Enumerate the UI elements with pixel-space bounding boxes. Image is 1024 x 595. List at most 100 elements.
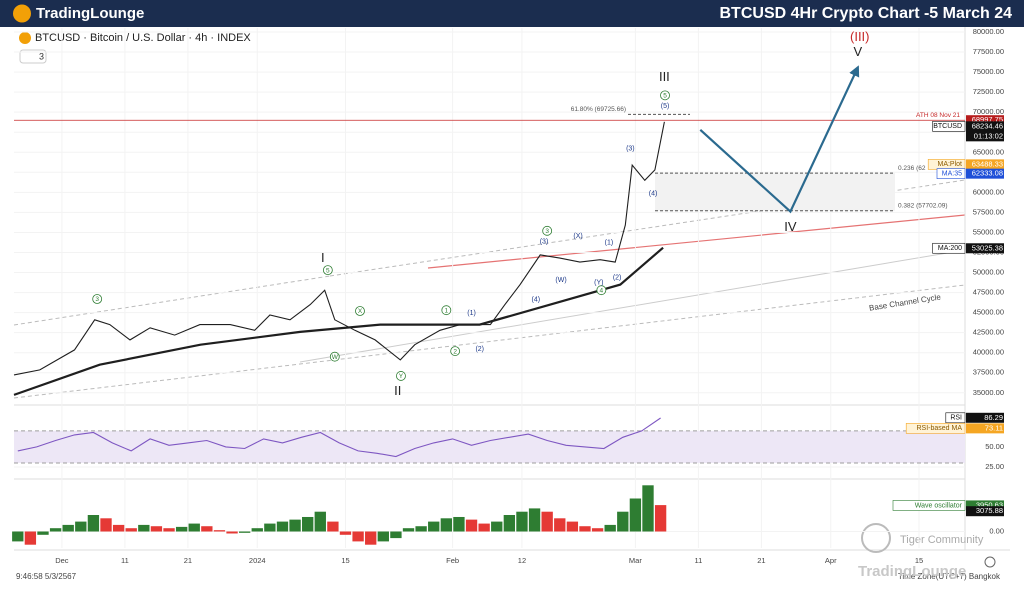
wave-circle — [355, 306, 365, 316]
wave-label: (1) — [605, 239, 614, 246]
settings-icon[interactable] — [984, 556, 996, 568]
wave-label: X — [358, 308, 363, 315]
wave-label: (X) — [573, 233, 582, 240]
wave-label: Y — [399, 373, 404, 380]
title: BTCUSD 4Hr Crypto Chart -5 March 24 — [720, 5, 1013, 22]
oscillator-bar — [440, 518, 453, 532]
watermark-icon — [861, 523, 891, 553]
tag-name: Wave oscillator — [915, 502, 963, 509]
tag — [966, 500, 1004, 511]
oscillator-bar — [175, 526, 188, 532]
oscillator-bar — [201, 526, 213, 532]
oscillator-bar — [264, 523, 276, 532]
oscillator-bar — [138, 524, 150, 532]
y-tick-label: 50000.00 — [973, 268, 1004, 277]
indicator-count: 3 — [39, 51, 44, 61]
wave-circle — [660, 90, 670, 101]
oscillator-bar — [302, 516, 314, 532]
tag-name-box — [905, 423, 966, 434]
tag-name: MA:Plot — [937, 161, 962, 168]
oscillator-bar — [642, 485, 654, 532]
oscillator-bar — [352, 531, 364, 542]
x-tick-label: 12 — [518, 556, 526, 565]
oscillator-bar — [24, 531, 37, 545]
symbol-icon — [19, 32, 31, 44]
tag-name: BTCUSD — [933, 123, 962, 130]
tag — [966, 121, 1004, 142]
wave-circle — [329, 351, 340, 362]
channel-line — [13, 275, 331, 326]
wave-circle — [396, 371, 406, 381]
rsi-band — [14, 430, 965, 463]
x-tick-label: 2024 — [249, 556, 266, 565]
oscillator-bar — [339, 531, 352, 535]
oscillator-bar — [314, 511, 326, 532]
oscillator-bar — [604, 524, 616, 532]
wave-label: 5 — [326, 267, 330, 274]
wave-label: (4) — [532, 296, 541, 303]
wave-circle — [542, 225, 553, 236]
wave-circle — [450, 346, 461, 356]
oscillator-bar — [390, 531, 402, 539]
y-tick-label: 0.00 — [989, 526, 1004, 535]
oscillator-bar — [100, 518, 112, 532]
oscillator-bar — [453, 516, 465, 532]
tag-value: 63488.33 — [972, 159, 1003, 168]
tag-name: RSI-based MA — [916, 425, 962, 432]
wave-circle — [596, 285, 607, 296]
oscillator-bar — [12, 531, 24, 542]
tag — [966, 168, 1004, 179]
logo-icon — [13, 4, 31, 23]
y-tick-label: 77500.00 — [973, 47, 1004, 56]
oscillator-bar — [579, 526, 591, 532]
tag-name-box — [892, 500, 966, 511]
oscillator-bar — [150, 526, 163, 532]
y-tick-label: 37500.00 — [973, 368, 1004, 377]
x-tick-label: 21 — [757, 556, 765, 565]
logo: TradingLounge — [36, 5, 144, 22]
tag — [966, 159, 1004, 170]
level-label: ATH 08 Nov 21 — [916, 112, 960, 119]
oscillator-bar — [516, 511, 528, 532]
oscillator-bar — [428, 521, 440, 532]
oscillator-bar — [37, 531, 49, 535]
oscillator-bar — [654, 505, 667, 532]
oscillator-bar — [251, 528, 263, 532]
oscillator-bar — [327, 521, 339, 532]
oscillator-bar — [554, 518, 566, 532]
tag-value: 53025.38 — [972, 243, 1003, 252]
oscillator-bar — [541, 511, 553, 532]
wave-label: III — [659, 69, 670, 84]
y-tick-label: 35000.00 — [973, 388, 1004, 397]
oscillator-bar — [591, 528, 604, 532]
oscillator-bar — [188, 523, 200, 532]
x-tick-label: 11 — [695, 556, 703, 565]
line-series — [17, 417, 661, 458]
oscillator-bar — [238, 531, 251, 533]
line-series — [13, 121, 665, 376]
wave-label: 3 — [95, 296, 99, 303]
wave-label: (3) — [626, 146, 635, 153]
oscillator-bar — [62, 524, 74, 532]
tag-value: 68234.46 — [972, 121, 1003, 130]
fib-zone — [655, 173, 895, 211]
tag-countdown: 01:13:02 — [974, 131, 1003, 140]
oscillator-bar — [163, 528, 175, 532]
x-tick-label: 11 — [121, 556, 129, 565]
oscillator-bar — [226, 531, 238, 534]
oscillator-bar — [617, 511, 629, 532]
oscillator-bar — [365, 531, 377, 545]
wave-circle — [92, 294, 103, 304]
tag — [966, 412, 1004, 423]
wave-label: V — [854, 44, 863, 59]
indicator-toggle[interactable] — [19, 49, 47, 64]
tag-name-box — [936, 168, 966, 179]
line-series — [699, 65, 860, 214]
wave-label: (W) — [555, 277, 566, 284]
oscillator-bar — [528, 508, 541, 532]
timezone: Time Zone(UTC+7) Bangkok — [898, 572, 1001, 581]
x-tick-label: 15 — [341, 556, 349, 565]
oscillator-bar — [402, 528, 415, 532]
